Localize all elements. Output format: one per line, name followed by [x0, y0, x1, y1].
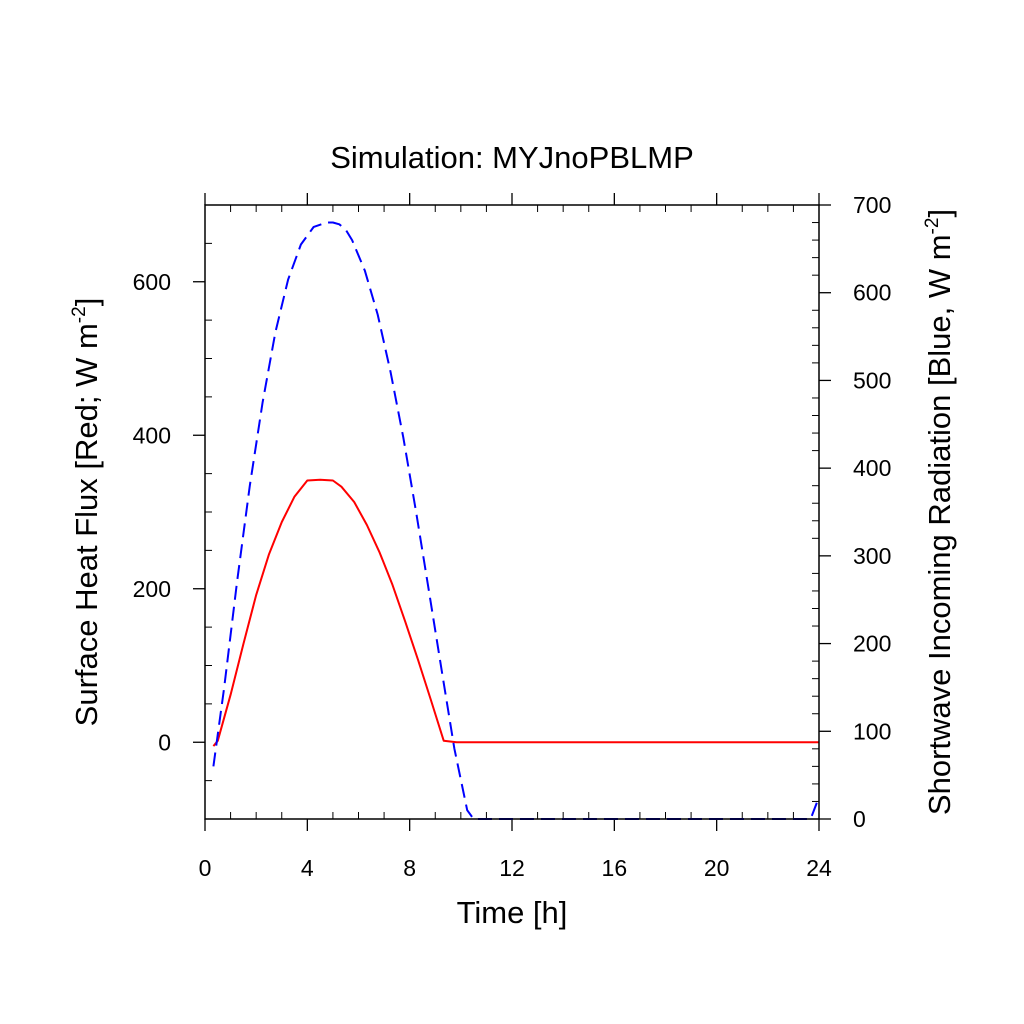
y-right-title-suffix: ]	[922, 209, 957, 218]
tick-labels: 0 4 8 12 16 20 24 0 200 400 600 0 100 200 300 400 500 600…	[133, 192, 892, 881]
y-left-tick-label: 400	[133, 422, 171, 448]
y-left-tick-label: 600	[133, 269, 171, 295]
y-left-title-suffix: ]	[69, 298, 104, 307]
x-tick-label: 4	[301, 855, 314, 881]
x-tick-label: 16	[602, 855, 628, 881]
y-right-tick-label: 700	[853, 192, 891, 218]
y-right-tick-label: 0	[853, 806, 866, 832]
y-right-tick-label: 200	[853, 631, 891, 657]
major-ticks	[193, 193, 831, 831]
y-left-tick-label: 200	[133, 576, 171, 602]
y-right-tick-label: 100	[853, 718, 891, 744]
y-right-axis-title: Shortwave Incoming Radiation [Blue, W m-…	[922, 209, 957, 815]
chart-title: Simulation: MYJnoPBLMP	[330, 140, 694, 175]
x-tick-label: 0	[199, 855, 212, 881]
y-right-tick-label: 500	[853, 367, 891, 393]
y-left-tick-label: 0	[158, 729, 171, 755]
series-layer	[212, 221, 820, 820]
y-right-tick-label: 300	[853, 543, 891, 569]
x-tick-label: 8	[403, 855, 416, 881]
x-tick-label: 20	[704, 855, 730, 881]
y-left-title-sup: -2	[69, 306, 90, 323]
surface-heat-flux-line	[212, 478, 819, 747]
y-right-title-sup: -2	[922, 218, 943, 235]
y-right-tick-label: 600	[853, 280, 891, 306]
y-right-tick-label: 400	[853, 455, 891, 481]
y-right-title-prefix: Shortwave Incoming Radiation [Blue, W m	[922, 234, 957, 815]
plot-frame	[204, 204, 820, 820]
x-axis-title: Time [h]	[457, 895, 568, 930]
minor-ticks	[205, 204, 819, 820]
shortwave-radiation-line	[212, 221, 820, 820]
x-tick-label: 12	[499, 855, 525, 881]
y-left-axis-title: Surface Heat Flux [Red; W m-2]	[69, 298, 104, 727]
y-left-title-prefix: Surface Heat Flux [Red; W m	[69, 323, 104, 726]
x-tick-label: 24	[806, 855, 832, 881]
